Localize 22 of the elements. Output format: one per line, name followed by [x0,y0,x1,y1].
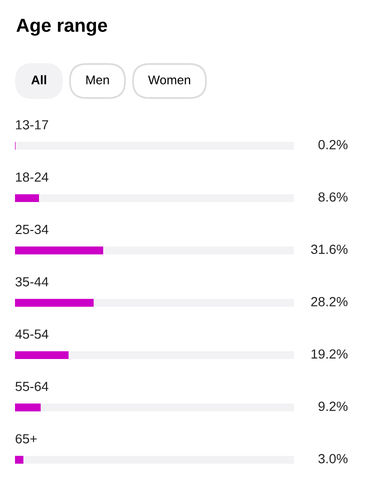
bar [15,404,41,412]
bar [15,194,39,202]
y-tick-label: 45-54 [15,330,48,339]
bar [15,456,24,464]
text: All [31,75,46,84]
y-tick-label: 13-17 [16,120,48,130]
y-tick-label: 65+ [16,434,37,444]
data-label: 9.2% [318,402,348,411]
text: Men [86,76,109,84]
data-label: 19.2% [312,349,348,359]
data-label: 8.6% [318,192,348,202]
y-tick-label: 55-64 [16,382,48,392]
text: Women [148,76,190,84]
data-label: 31.6% [311,244,348,254]
y-tick-label: 25-34 [16,224,48,234]
chart-title: Age range [16,18,108,36]
data-label: 0.2% [318,140,348,150]
data-label: 3.0% [318,454,348,464]
data-label: 28.2% [311,296,348,306]
y-tick-label: 18-24 [16,172,48,182]
bar [15,351,69,360]
y-tick-label: 35-44 [16,277,48,286]
